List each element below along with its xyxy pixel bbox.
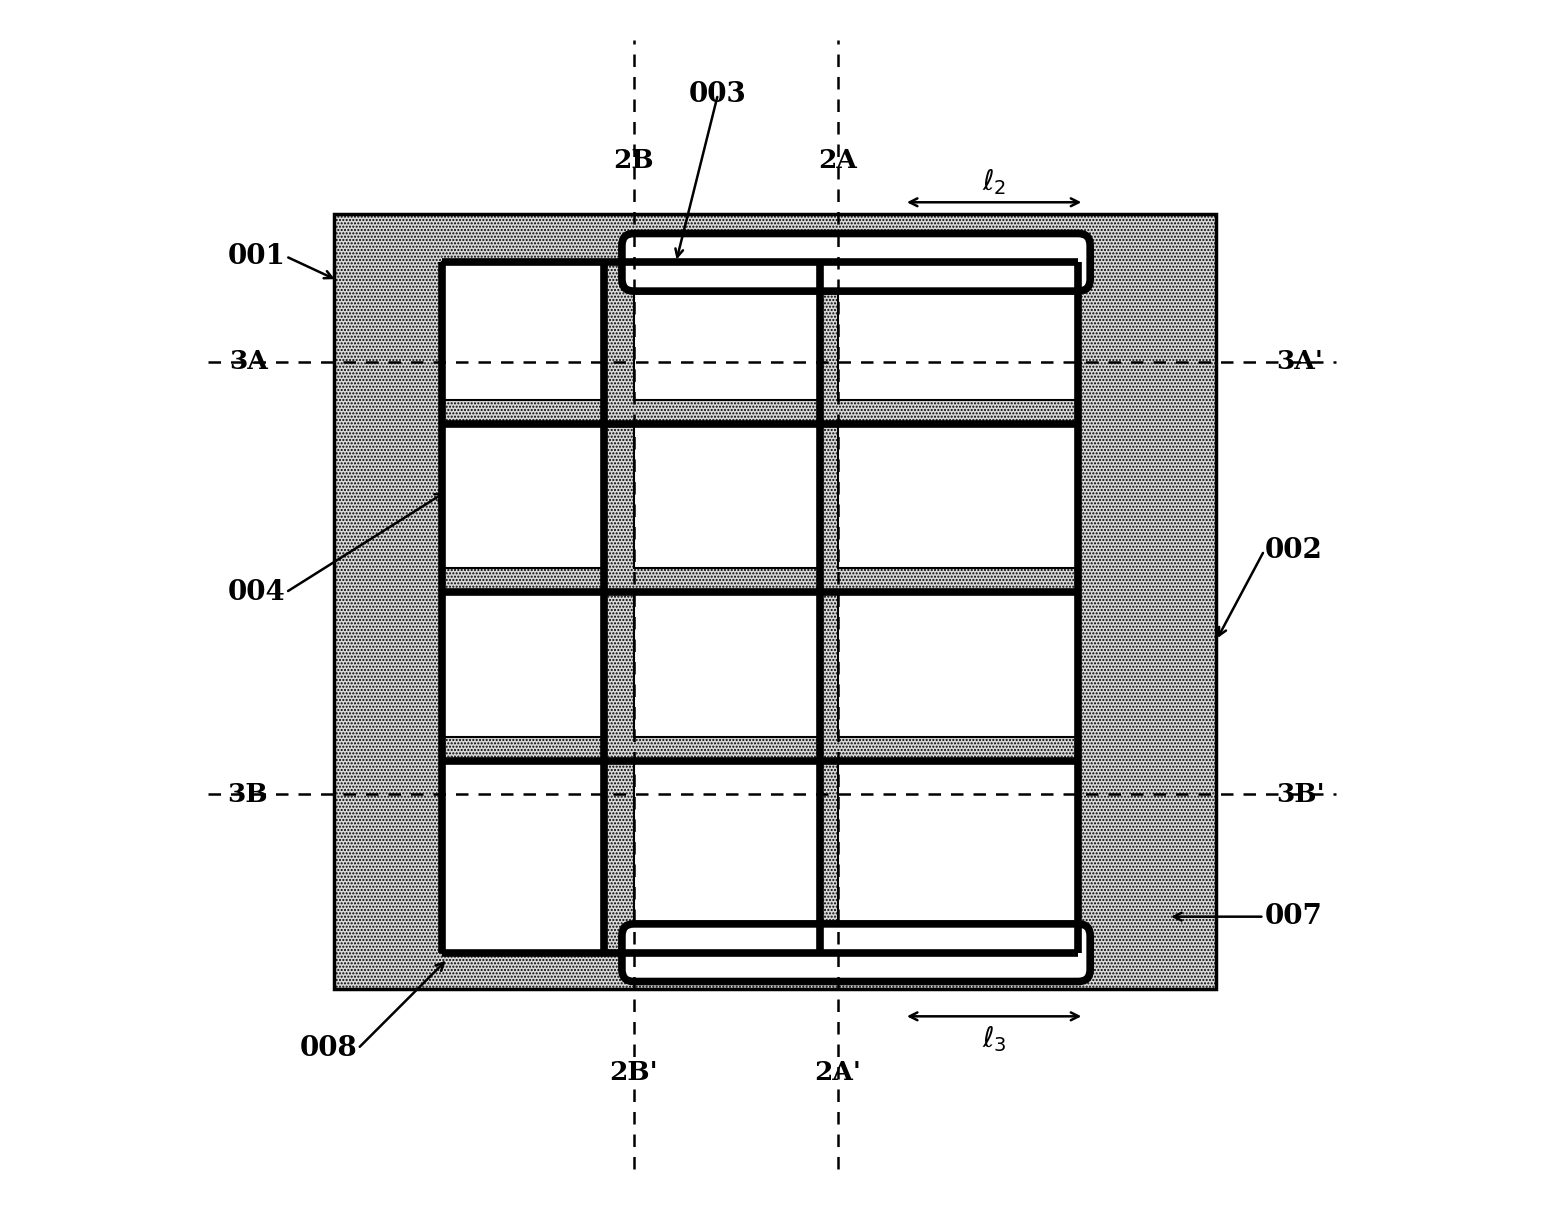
Text: 3A': 3A' (1277, 349, 1323, 375)
Text: 001: 001 (229, 243, 286, 270)
Bar (334, 214, 1217, 989)
Text: 3A: 3A (229, 349, 267, 375)
Bar (838, 424, 1078, 568)
Text: 003: 003 (689, 81, 747, 108)
FancyBboxPatch shape (622, 924, 1090, 982)
Text: $\ell_2$: $\ell_2$ (982, 167, 1007, 197)
Text: 3B': 3B' (1277, 782, 1325, 806)
Bar (635, 424, 820, 568)
Text: 004: 004 (229, 579, 286, 606)
Text: 2B': 2B' (610, 1060, 658, 1086)
Text: $\ell_3$: $\ell_3$ (982, 1024, 1007, 1054)
Bar (635, 760, 820, 953)
Text: 2A: 2A (818, 147, 857, 173)
Text: 002: 002 (1265, 537, 1322, 563)
Bar (442, 424, 604, 568)
Bar (334, 214, 1217, 989)
FancyBboxPatch shape (622, 233, 1090, 291)
Text: 2B: 2B (613, 147, 655, 173)
Bar (635, 262, 820, 400)
Text: 2A': 2A' (815, 1060, 862, 1086)
Bar (442, 592, 604, 736)
Text: 007: 007 (1265, 903, 1322, 930)
Bar (838, 262, 1078, 400)
Text: 008: 008 (300, 1035, 358, 1063)
Bar (838, 592, 1078, 736)
Bar (838, 760, 1078, 953)
Bar (442, 760, 604, 953)
Text: 3B: 3B (227, 782, 267, 806)
Bar (635, 592, 820, 736)
Bar (442, 262, 604, 400)
